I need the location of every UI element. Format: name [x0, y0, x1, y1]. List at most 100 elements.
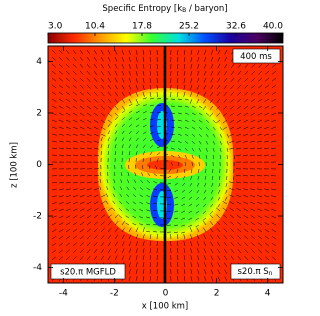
arrow	[142, 151, 145, 156]
arrow	[126, 179, 130, 184]
arrow	[86, 140, 92, 143]
arrow	[107, 63, 111, 69]
arrow	[190, 255, 193, 261]
arrow	[243, 215, 249, 219]
arrow	[224, 255, 228, 261]
arrow	[58, 98, 64, 102]
arrow	[190, 241, 193, 247]
arrow	[198, 133, 202, 138]
arrow	[196, 98, 200, 104]
arrow	[217, 70, 221, 76]
arrow	[135, 110, 140, 114]
arrow	[224, 63, 228, 69]
arrow	[177, 112, 182, 115]
arrow	[72, 175, 78, 177]
arrow	[93, 112, 99, 117]
arrow	[230, 221, 235, 226]
arrow	[114, 116, 118, 121]
y-tick-label: 4	[36, 57, 42, 67]
arrow	[181, 203, 186, 207]
arrow	[121, 220, 126, 226]
arrow	[257, 208, 263, 212]
arrow	[190, 56, 193, 62]
arrow	[114, 241, 118, 247]
arrow	[212, 119, 216, 124]
arrow	[72, 195, 78, 198]
arrow	[175, 175, 179, 180]
arrow	[271, 242, 277, 247]
arrow	[153, 173, 158, 177]
arrow	[135, 91, 139, 97]
arrow	[196, 91, 200, 97]
arrow	[100, 105, 105, 110]
arrow	[237, 249, 242, 254]
arrow	[197, 49, 200, 55]
arrow	[107, 77, 111, 83]
y-axis-label: z [100 km]	[10, 142, 20, 188]
arrow	[212, 126, 216, 131]
arrow	[100, 144, 103, 149]
arrow	[72, 63, 77, 68]
arrow	[190, 234, 193, 240]
arrow	[243, 228, 249, 233]
arrow	[202, 220, 207, 226]
arrow	[237, 98, 242, 103]
arrow	[212, 140, 216, 145]
arrow	[236, 154, 242, 156]
arrow	[190, 70, 193, 76]
arrow	[51, 202, 57, 205]
arrow	[114, 105, 119, 110]
arrow	[156, 158, 159, 163]
arrow	[65, 228, 71, 233]
arrow	[65, 133, 71, 136]
arrow	[128, 117, 133, 121]
arrow	[79, 133, 85, 136]
arrow	[72, 84, 77, 89]
arrow	[135, 131, 140, 135]
arrow	[264, 215, 270, 219]
y-tick-label: 2	[36, 108, 42, 118]
arrow	[226, 147, 229, 152]
arrow	[128, 124, 133, 128]
arrow	[197, 269, 200, 275]
arrow	[86, 249, 91, 254]
arrow	[272, 63, 277, 68]
arrow	[196, 196, 200, 201]
arrow	[93, 194, 99, 198]
arrow	[177, 70, 179, 76]
arrow	[222, 126, 228, 130]
arrow	[100, 207, 106, 212]
arrow	[222, 207, 228, 212]
arrow	[177, 255, 179, 261]
arrow	[202, 217, 207, 221]
arrow	[250, 98, 256, 103]
arrow	[174, 224, 179, 227]
arrow	[58, 119, 64, 123]
arrow	[216, 105, 221, 110]
arrow	[72, 147, 78, 150]
arrow	[177, 98, 182, 101]
arrow	[149, 56, 151, 62]
arrow	[114, 56, 118, 62]
arrow	[100, 126, 106, 130]
arrow	[58, 208, 64, 212]
arrow	[135, 276, 138, 282]
arrow	[237, 242, 242, 247]
arrow	[121, 110, 126, 114]
arrow	[65, 98, 71, 102]
arrow	[149, 262, 151, 268]
arrow	[271, 147, 277, 150]
arrow	[205, 126, 209, 131]
arrow	[65, 215, 71, 219]
arrow	[195, 203, 200, 207]
arrow	[114, 137, 117, 142]
arrow	[149, 269, 151, 275]
arrow	[224, 56, 228, 62]
arrow	[128, 63, 131, 69]
arrow	[257, 215, 263, 219]
arrow	[72, 105, 78, 109]
arrow	[224, 269, 228, 275]
arrow	[188, 196, 193, 200]
arrow	[264, 229, 270, 233]
arrow	[72, 235, 78, 240]
